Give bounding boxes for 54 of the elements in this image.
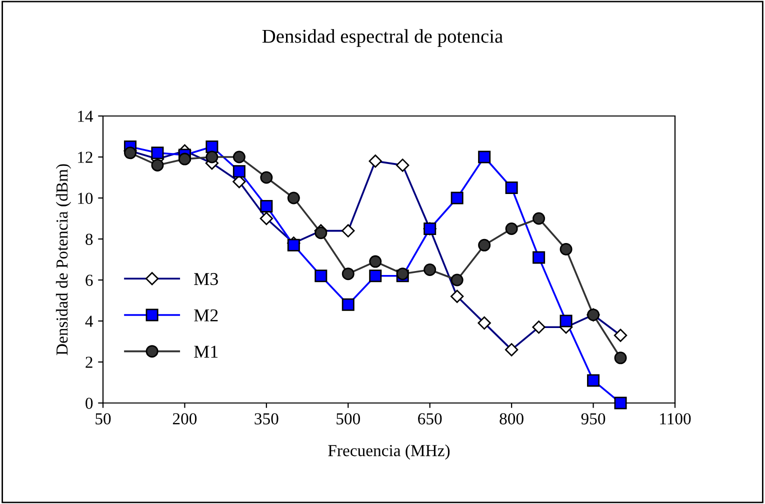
point — [342, 298, 354, 311]
point — [178, 152, 191, 166]
point — [450, 192, 464, 204]
point — [342, 268, 354, 280]
point — [151, 146, 164, 160]
point — [232, 165, 246, 178]
point — [124, 146, 136, 160]
point — [587, 374, 600, 387]
point — [232, 150, 246, 164]
point — [369, 270, 382, 282]
y-tick-label: 10 — [78, 192, 93, 204]
x-tick-label: 500 — [336, 413, 360, 424]
y-axis-title: Densidad de Potencia (dBm) — [56, 164, 72, 356]
point — [532, 212, 546, 225]
point — [424, 264, 436, 276]
point — [260, 200, 273, 212]
point — [505, 222, 518, 235]
x-tick-label: 200 — [172, 413, 197, 424]
legend-label: M1 — [194, 346, 218, 358]
x-tick-label: 1100 — [660, 413, 691, 424]
point — [369, 255, 382, 268]
point — [287, 238, 300, 252]
point — [560, 314, 572, 328]
y-tick-label: 2 — [86, 356, 92, 368]
point — [287, 192, 300, 204]
point — [314, 226, 328, 240]
point — [478, 150, 491, 164]
x-axis-title: Frecuencia (MHz) — [328, 444, 450, 460]
y-tick-label: 12 — [78, 152, 92, 163]
point — [560, 243, 572, 256]
y-tick-label: 8 — [86, 234, 93, 245]
point — [260, 171, 273, 184]
y-tick-label: 14 — [78, 110, 94, 122]
point — [614, 396, 627, 410]
x-tick-label: 950 — [581, 413, 606, 424]
point — [505, 182, 518, 194]
y-tick-label: 0 — [86, 398, 93, 409]
legend-label: M3 — [194, 272, 218, 286]
x-tick-label: 650 — [418, 413, 442, 424]
x-tick-label: 350 — [254, 413, 278, 424]
point — [614, 352, 627, 364]
x-tick-label: 800 — [500, 413, 524, 424]
point — [206, 150, 218, 164]
legend-label: M2 — [194, 309, 218, 322]
point — [478, 238, 491, 252]
x-tick-label: 50 — [96, 413, 111, 424]
y-tick-label: 6 — [86, 274, 93, 286]
y-tick-label: 4 — [85, 316, 94, 327]
point — [532, 251, 546, 264]
point — [151, 158, 164, 172]
point — [314, 270, 328, 282]
point — [450, 274, 464, 286]
point — [206, 140, 218, 153]
chart-title: Densidad espectral de potencia — [262, 29, 503, 47]
